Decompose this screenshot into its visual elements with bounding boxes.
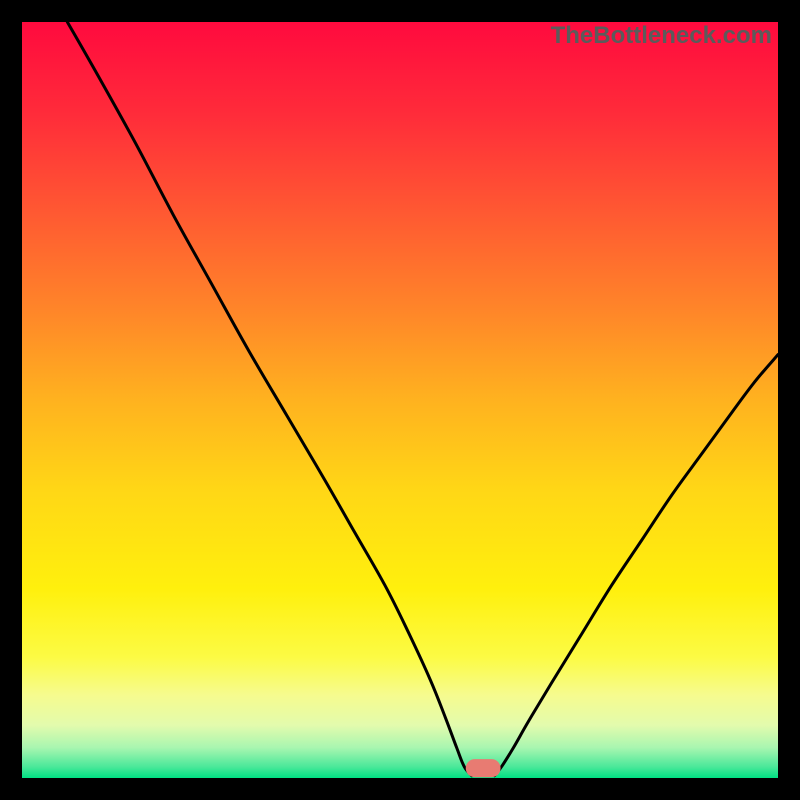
valley-marker bbox=[466, 759, 501, 777]
plot-svg bbox=[22, 22, 778, 778]
watermark-text: TheBottleneck.com bbox=[551, 22, 772, 50]
gradient-background bbox=[22, 22, 778, 778]
plot-area: TheBottleneck.com bbox=[22, 22, 778, 778]
